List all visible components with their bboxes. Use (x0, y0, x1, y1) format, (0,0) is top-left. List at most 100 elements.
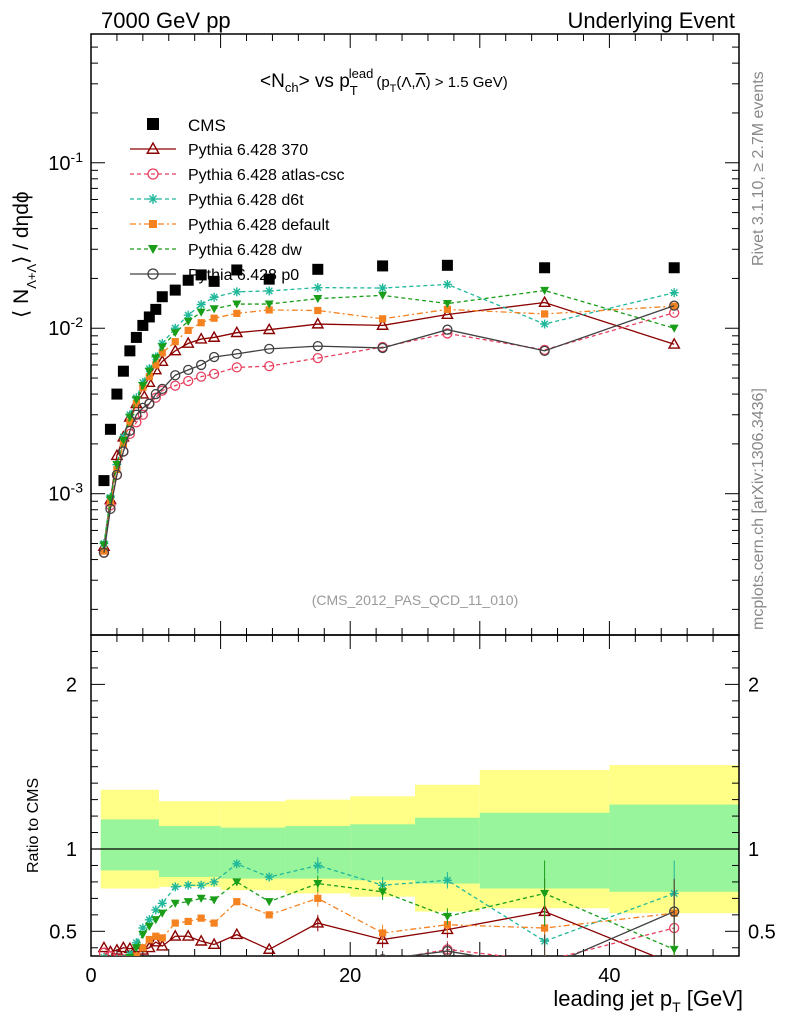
series-point (136, 387, 150, 399)
series-point (170, 380, 181, 391)
cms-point (137, 319, 149, 331)
ratio-point (157, 909, 167, 918)
ratio-point (100, 959, 107, 966)
ratio-point (138, 923, 148, 933)
ratio-point (99, 955, 109, 956)
ratio-point (158, 975, 167, 984)
ratio-point (168, 929, 182, 941)
title-part-d: (Λ, (396, 74, 415, 91)
ratio-band-inner (220, 827, 286, 879)
series-point (312, 352, 323, 364)
ratio-line (103, 910, 656, 956)
ratio-point (194, 934, 208, 946)
series-point (99, 541, 109, 550)
series-point (196, 359, 207, 371)
legend-label-cms: CMS (188, 116, 226, 135)
header-right-label: Underlying Event (567, 8, 735, 33)
cms-point (130, 331, 142, 343)
title-part-c: (p (376, 74, 389, 91)
cms-data-points (98, 259, 680, 487)
ratio-uncertainty-bands (100, 765, 739, 914)
ratio-point (232, 859, 242, 869)
cms-point (150, 303, 162, 315)
ratio-line (103, 927, 675, 956)
ratio-point (157, 898, 167, 908)
ratio-point (541, 924, 549, 932)
ratio-point (313, 879, 323, 889)
y-tick-label-ratio: 2 (66, 674, 77, 696)
title-part-b: > vs p (299, 71, 350, 92)
ratio-point (97, 940, 111, 953)
series-point (541, 310, 549, 318)
ratio-point (151, 916, 161, 925)
series-point (118, 446, 129, 457)
series-point (131, 409, 142, 420)
series-point (138, 382, 148, 391)
star-stroke (104, 953, 108, 956)
series-point (231, 362, 242, 373)
series-point (264, 286, 274, 296)
star-stroke (265, 873, 273, 881)
ratio-point (145, 935, 153, 944)
series-point (183, 375, 194, 387)
ratio-point (232, 966, 241, 975)
series-point (196, 300, 206, 310)
ylabel-sub: Λ+Λ (24, 264, 39, 289)
ratio-point (113, 961, 120, 968)
xlabel-part-a: leading jet p (553, 986, 672, 1011)
series-point (157, 383, 168, 395)
ratio-plot-frame (90, 634, 740, 957)
series-point (150, 388, 161, 400)
ratio-point (171, 966, 180, 975)
series-point (208, 368, 220, 380)
legend-marker (149, 220, 157, 228)
ratio-point (98, 947, 110, 956)
y-tick-label-ratio-right: 1 (748, 839, 759, 861)
legend-marker (147, 268, 159, 280)
series-point (126, 418, 134, 426)
ratio-point (232, 971, 241, 980)
series-point (145, 373, 153, 381)
series-point (667, 337, 681, 349)
series-point (442, 328, 453, 339)
series-point (210, 314, 218, 322)
ratio-point (311, 916, 325, 928)
series-5-ratio (158, 878, 680, 984)
star-stroke (233, 860, 241, 868)
y-tick-label-ratio: 0.5 (49, 921, 77, 943)
ratio-point (138, 931, 148, 940)
ratio-point (170, 882, 180, 892)
cms-point (312, 263, 324, 275)
ratio-point (144, 915, 154, 925)
cms-point (169, 284, 181, 296)
ratio-band-inner (159, 825, 221, 877)
ratio-point (442, 912, 452, 921)
star-stroke (107, 955, 109, 956)
series-line (103, 283, 675, 544)
ratio-point (139, 944, 147, 952)
ratio-line (135, 897, 675, 956)
ratio-point (197, 914, 205, 922)
series-point (442, 299, 452, 309)
cms-point (124, 345, 136, 357)
x-tick-label: 20 (339, 965, 361, 987)
x-axis-label: leading jet pT [GeV] (553, 986, 743, 1015)
star-stroke (148, 194, 158, 204)
legend: CMS Pythia 6.428 370 Pythia 6.428 atlas-cs… (130, 116, 345, 284)
legend-label: Pythia 6.428 dw (188, 242, 302, 259)
series-point (183, 317, 193, 326)
series-point (262, 322, 276, 335)
series-point (113, 465, 121, 474)
ratio-point (183, 880, 193, 890)
ratio-point (138, 961, 147, 970)
series-point (151, 354, 161, 363)
ratio-point (158, 965, 167, 974)
ratio-point (265, 965, 274, 974)
ratio-point (378, 888, 388, 897)
ratio-point (381, 955, 385, 956)
ratio-point (669, 959, 679, 968)
series-point (105, 503, 116, 515)
cms-point (156, 291, 168, 303)
series-point (144, 398, 155, 409)
ratio-point (196, 894, 206, 903)
